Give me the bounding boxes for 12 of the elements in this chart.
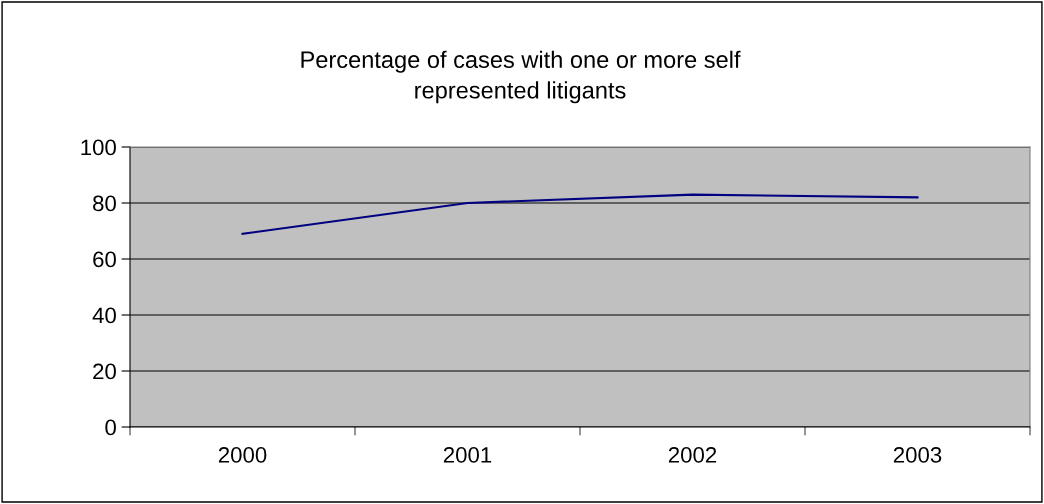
x-tick-label: 2000 bbox=[218, 447, 267, 463]
x-tick-label: 2001 bbox=[443, 447, 492, 463]
y-tick-label: 40 bbox=[92, 307, 116, 324]
line-series bbox=[241, 193, 919, 235]
y-tick-label: 80 bbox=[93, 195, 116, 212]
x-tick-label: 2003 bbox=[893, 447, 942, 463]
y-tick-label: 20 bbox=[93, 363, 116, 380]
x-tick-label: 2002 bbox=[668, 447, 717, 463]
y-tick-label: 0 bbox=[105, 419, 116, 436]
y-tick-label: 100 bbox=[81, 139, 116, 156]
y-tick-label: 60 bbox=[93, 251, 116, 268]
chart-title: Percentage of cases with one or more self represented litigants bbox=[301, 50, 741, 104]
